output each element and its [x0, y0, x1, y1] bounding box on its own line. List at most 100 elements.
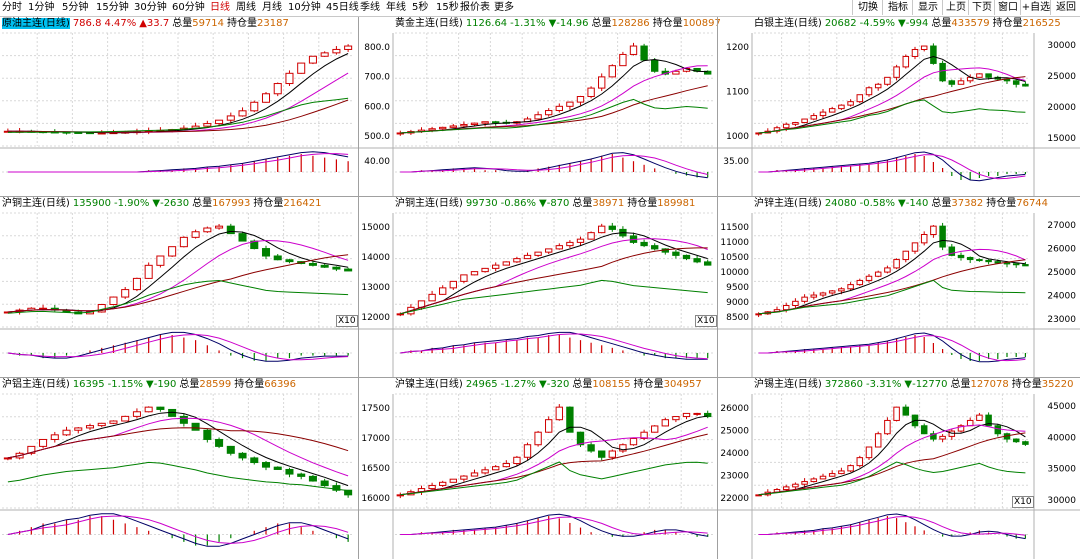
- contract-name[interactable]: 黄金主连(日线): [395, 18, 463, 29]
- candle-8-26: [994, 423, 1002, 437]
- macd-dea-line: [7, 153, 349, 173]
- right-tick-label: 30000: [1047, 496, 1076, 506]
- ma-line-20: [7, 427, 349, 459]
- volume-label: 总量: [950, 379, 971, 390]
- period-tab-9[interactable]: 10分钟: [288, 2, 321, 13]
- change-percent: -0.58%: [859, 198, 896, 209]
- macd-dif-line: [758, 513, 1026, 540]
- chart-panel-0[interactable]: 原油主连(日线) 786.8 4.47% ▲33.7 总量59714 持仓量23187: [0, 17, 358, 196]
- period-tab-5[interactable]: 60分钟: [172, 2, 205, 13]
- toolbar-button-3[interactable]: 上页: [942, 0, 969, 15]
- ma-line-5: [400, 58, 708, 134]
- volume-value: 28599: [199, 379, 232, 390]
- candle-2-16: [902, 54, 910, 69]
- zoom-x10-badge[interactable]: X10: [1012, 496, 1034, 508]
- candle-6-27: [320, 478, 329, 487]
- candle-7-9: [492, 465, 500, 471]
- period-tab-14[interactable]: 15秒: [436, 2, 459, 13]
- change-percent: 4.47%: [104, 18, 137, 29]
- period-tab-6[interactable]: 日线: [210, 2, 230, 13]
- candle-5-0: [755, 312, 762, 318]
- period-tab-7[interactable]: 周线: [236, 2, 256, 13]
- chart-panel-5[interactable]: 11500 11000 10500 10000 9500 9000 8500 27000 260…: [718, 197, 1080, 377]
- candle-5-4: [792, 298, 799, 309]
- change-percent: -4.59%: [859, 18, 896, 29]
- contract-name[interactable]: 沪镍主连(日线): [395, 379, 463, 390]
- open-interest-label: 持仓量: [253, 198, 284, 209]
- open-interest-value: 76744: [1016, 198, 1049, 209]
- y-tick-label: 1100: [726, 88, 749, 98]
- candle-6-17: [203, 428, 212, 443]
- macd-dea-line: [7, 333, 349, 361]
- period-tab-4[interactable]: 30分钟: [134, 2, 167, 13]
- candle-2-5: [801, 118, 808, 124]
- chart-panel-4[interactable]: 15000 14000 13000 12000 沪铜主连(日线) 99730 -0.86% ▼…: [359, 197, 717, 377]
- toolbar-button-1[interactable]: 指标: [882, 0, 913, 15]
- chart-panel-2[interactable]: 1200 1100 1000 35.00 30000 25000 20000 15000 白银主…: [718, 17, 1080, 196]
- change-amount: ▲33.7: [139, 18, 170, 29]
- period-tab-3[interactable]: 15分钟: [96, 2, 129, 13]
- contract-name[interactable]: 沪铜主连(日线): [2, 198, 70, 209]
- candle-2-4: [792, 121, 799, 127]
- candle-8-7: [819, 473, 827, 480]
- candle-8-5: [801, 478, 808, 488]
- contract-name[interactable]: 沪锌主连(日线): [754, 198, 822, 209]
- chart-panel-1[interactable]: 800.0 700.0 600.0 500.0 40.00 黄金主连(日线) 1126.64…: [359, 17, 721, 196]
- volume-value: 108155: [592, 379, 631, 390]
- candle-1-13: [534, 111, 542, 120]
- period-tab-11[interactable]: 季线: [360, 2, 380, 13]
- contract-name[interactable]: 沪铝主连(日线): [2, 379, 70, 390]
- candle-8-9: [838, 467, 845, 475]
- y-tick-label: 11500: [720, 223, 749, 233]
- period-tab-2[interactable]: 5分钟: [62, 2, 89, 13]
- candle-1-29: [704, 70, 712, 75]
- period-tab-12[interactable]: 年线: [386, 2, 406, 13]
- chart-panel-3[interactable]: 沪铜主连(日线) 135900 -1.90% ▼-2630 总量167993 持仓量216…: [0, 197, 358, 377]
- candle-7-3: [428, 482, 436, 490]
- toolbar-button-4[interactable]: 下页: [968, 0, 995, 15]
- toolbar-button-7[interactable]: 返回: [1050, 0, 1080, 15]
- y-tick-label: 22000: [720, 494, 749, 504]
- volume-label: 总量: [172, 18, 193, 29]
- candle-7-27: [682, 412, 691, 420]
- period-tab-10[interactable]: 45日线: [326, 2, 359, 13]
- period-tab-0[interactable]: 分时: [2, 2, 22, 13]
- ma-line-20: [7, 99, 349, 133]
- candle-1-20: [608, 64, 616, 78]
- toolbar-button-6[interactable]: +自选: [1020, 0, 1051, 15]
- contract-name[interactable]: 原油主连(日线): [2, 18, 70, 29]
- candle-6-23: [273, 466, 282, 470]
- ma-line-5: [7, 411, 349, 487]
- chart-panel-6[interactable]: 沪铝主连(日线) 16395 -1.15% ▼-190 总量28599 持仓量66396: [0, 378, 358, 559]
- volume-label: 总量: [572, 198, 593, 209]
- period-tab-1[interactable]: 1分钟: [28, 2, 55, 13]
- y-tick-label: 17000: [361, 434, 390, 444]
- candle-7-21: [619, 443, 627, 453]
- y-tick-label: 17500: [361, 404, 390, 414]
- candle-7-15: [555, 404, 563, 421]
- contract-name[interactable]: 沪铜主连(日线): [395, 198, 463, 209]
- zoom-x10-badge[interactable]: X10: [695, 315, 717, 327]
- chart-panel-8[interactable]: 26000 25000 24000 23000 22000 45000 40000 35000…: [718, 378, 1080, 559]
- candle-1-18: [587, 86, 595, 99]
- period-tab-15[interactable]: 报价表: [460, 2, 490, 13]
- contract-name[interactable]: 沪锡主连(日线): [754, 379, 822, 390]
- zoom-x10-badge[interactable]: X10: [336, 315, 358, 327]
- candle-7-17: [576, 431, 585, 448]
- candle-4-16: [566, 240, 574, 248]
- toolbar-button-0[interactable]: 切换: [852, 0, 883, 15]
- chart-panel-7[interactable]: 17500 17000 16500 16000 沪镍主连(日线) 24965 -1.27% ▼…: [359, 378, 717, 559]
- period-tab-8[interactable]: 月线: [262, 2, 282, 13]
- candle-3-22: [261, 245, 271, 260]
- candle-5-8: [828, 290, 836, 295]
- volume-label: 总量: [591, 18, 612, 29]
- candle-3-29: [344, 267, 353, 272]
- candle-6-24: [285, 467, 294, 478]
- open-interest-label: 持仓量: [1011, 379, 1042, 390]
- toolbar-button-2[interactable]: 显示: [912, 0, 943, 15]
- toolbar-button-5[interactable]: 窗口: [994, 0, 1021, 15]
- period-tab-16[interactable]: 更多: [494, 2, 514, 13]
- contract-name[interactable]: 白银主连(日线): [754, 18, 822, 29]
- period-tab-13[interactable]: 5秒: [412, 2, 429, 13]
- candle-4-8: [481, 267, 489, 273]
